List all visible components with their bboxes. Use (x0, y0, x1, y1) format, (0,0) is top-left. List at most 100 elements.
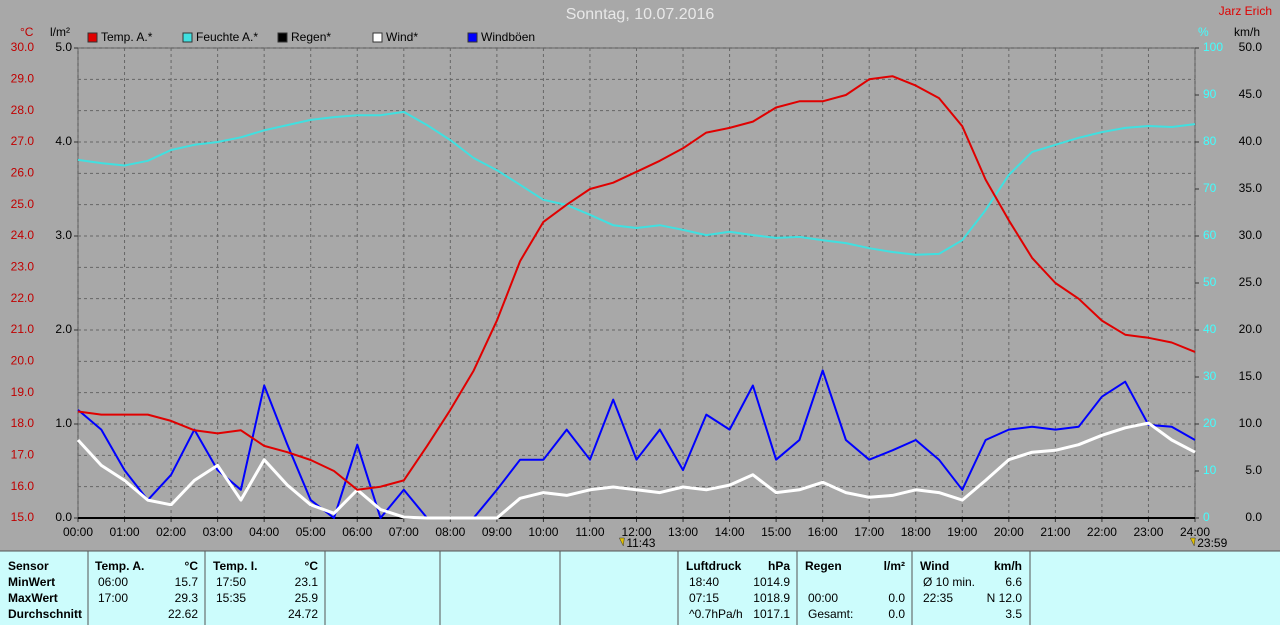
y4-tick-label: 20.0 (1239, 322, 1263, 336)
legend-label: Wind* (386, 30, 418, 44)
x-tick-label: 08:00 (435, 525, 465, 539)
y-tick-label: 25.0 (11, 197, 35, 211)
x-tick-label: 10:00 (528, 525, 558, 539)
y3-tick-label: 5.0 (55, 40, 72, 54)
cell-time: ^0.7hPa/h (689, 607, 743, 621)
cell-value: 1014.9 (753, 575, 790, 589)
x-tick-label: 16:00 (808, 525, 838, 539)
cell-time: Ø 10 min. (923, 575, 975, 589)
annotation: 23:59 (1197, 536, 1227, 550)
y2-tick-label: 0 (1203, 510, 1210, 524)
cell-value: 29.3 (175, 591, 199, 605)
legend-label: Regen* (291, 30, 331, 44)
cell-value: 6.6 (1005, 575, 1022, 589)
legend-swatch (277, 32, 288, 43)
legend-swatch (372, 32, 383, 43)
x-tick-label: 17:00 (854, 525, 884, 539)
y-tick-label: 15.0 (11, 510, 35, 524)
y-axis-unit: °C (20, 25, 34, 39)
y3-axis-unit: l/m² (50, 25, 70, 39)
y4-tick-label: 45.0 (1239, 87, 1263, 101)
section-title: Wind (920, 559, 949, 573)
y3-tick-label: 0.0 (55, 510, 72, 524)
legend-swatch (467, 32, 478, 43)
y3-tick-label: 2.0 (55, 322, 72, 336)
y2-tick-label: 100 (1203, 40, 1223, 54)
legend-label: Feuchte A.* (196, 30, 258, 44)
y2-tick-label: 90 (1203, 87, 1217, 101)
section-title: Luftdruck (686, 559, 742, 573)
legend-label: Windböen (481, 30, 535, 44)
section-title: Regen (805, 559, 842, 573)
series-line (76, 421, 1196, 520)
series-line (77, 369, 1196, 519)
cell-value: 3.5 (1005, 607, 1022, 621)
x-tick-label: 23:00 (1133, 525, 1163, 539)
cell-time: 15:35 (216, 591, 246, 605)
section-unit: °C (305, 559, 319, 573)
author: Jarz Erich (1219, 4, 1272, 18)
x-tick-label: 20:00 (994, 525, 1024, 539)
section-unit: °C (185, 559, 199, 573)
y-tick-label: 24.0 (11, 228, 35, 242)
x-tick-label: 03:00 (203, 525, 233, 539)
x-tick-label: 07:00 (389, 525, 419, 539)
y4-tick-label: 50.0 (1239, 40, 1263, 54)
x-tick-label: 15:00 (761, 525, 791, 539)
x-tick-label: 21:00 (1040, 525, 1070, 539)
annotation: 11:43 (626, 536, 655, 550)
x-tick-label: 19:00 (947, 525, 977, 539)
x-tick-label: 00:00 (63, 525, 93, 539)
y-tick-label: 26.0 (11, 166, 35, 180)
cell-value: 1018.9 (753, 591, 790, 605)
y4-tick-label: 15.0 (1239, 369, 1263, 383)
y-tick-label: 23.0 (11, 260, 35, 274)
cell-value: 22.62 (168, 607, 198, 621)
section-title: Temp. I. (213, 559, 257, 573)
cell-value: 0.0 (888, 607, 905, 621)
section-title: Temp. A. (95, 559, 144, 573)
table-background (0, 551, 1280, 625)
x-tick-label: 02:00 (156, 525, 186, 539)
y3-tick-label: 4.0 (55, 134, 72, 148)
annotation-marker (618, 537, 625, 547)
x-tick-label: 01:00 (110, 525, 140, 539)
cell-value: 23.1 (295, 575, 319, 589)
series-line (77, 75, 1196, 491)
chart-background (0, 0, 1280, 551)
cell-time: 00:00 (808, 591, 838, 605)
cell-value: 0.0 (888, 591, 905, 605)
x-tick-label: 04:00 (249, 525, 279, 539)
legend-swatch (87, 32, 98, 43)
y-tick-label: 27.0 (11, 134, 35, 148)
cell-time: 22:35 (923, 591, 953, 605)
y-tick-label: 22.0 (11, 291, 35, 305)
y4-tick-label: 5.0 (1245, 463, 1262, 477)
y2-tick-label: 10 (1203, 463, 1217, 477)
y-tick-label: 30.0 (11, 40, 35, 54)
y-tick-label: 19.0 (11, 385, 35, 399)
y2-tick-label: 80 (1203, 134, 1217, 148)
x-tick-label: 09:00 (482, 525, 512, 539)
cell-time: Gesamt: (808, 607, 853, 621)
annotation-marker (1189, 537, 1196, 547)
cell-value: 25.9 (295, 591, 319, 605)
x-tick-label: 22:00 (1087, 525, 1117, 539)
y-tick-label: 16.0 (11, 479, 35, 493)
y4-axis-unit: km/h (1234, 25, 1260, 39)
cell-time: 18:40 (689, 575, 719, 589)
row-label: Durchschnitt (8, 607, 82, 621)
cell-time: 17:50 (216, 575, 246, 589)
y4-tick-label: 0.0 (1245, 510, 1262, 524)
cell-time: 17:00 (98, 591, 128, 605)
y2-tick-label: 70 (1203, 181, 1217, 195)
y2-tick-label: 20 (1203, 416, 1217, 430)
section-unit: km/h (994, 559, 1022, 573)
y-tick-label: 21.0 (11, 322, 35, 336)
x-tick-label: 13:00 (668, 525, 698, 539)
cell-time: 07:15 (689, 591, 719, 605)
legend-label: Temp. A.* (101, 30, 153, 44)
row-label: MaxWert (8, 591, 58, 605)
